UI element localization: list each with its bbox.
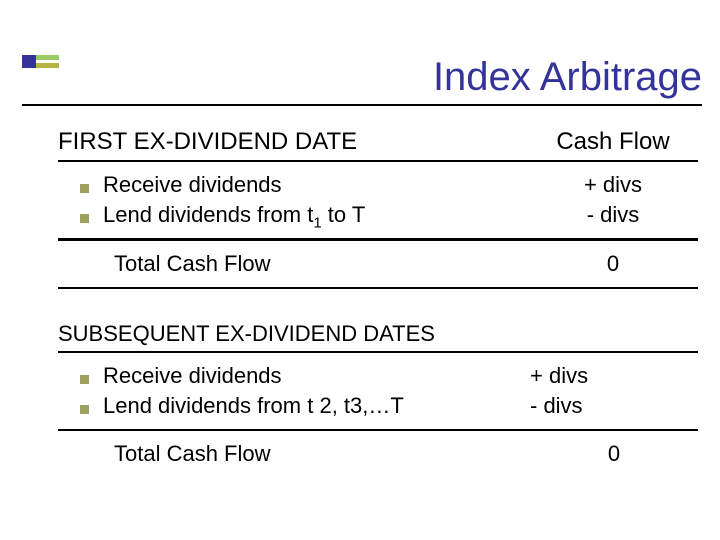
section2-heading: SUBSEQUENT EX-DIVIDEND DATES: [58, 321, 698, 347]
bullet-icon: [80, 214, 89, 223]
section1-row2-label: Lend dividends from t1 to T: [103, 202, 365, 228]
section2-heading-rule: [58, 351, 698, 353]
section2-row2-value: - divs: [528, 393, 698, 419]
section1-row1-value: + divs: [528, 172, 698, 198]
section1-total-label: Total Cash Flow: [114, 251, 528, 277]
title-underline: [22, 104, 702, 106]
section1-total-row: Total Cash Flow 0: [58, 251, 698, 277]
section1-row-1: Receive dividends + divs: [58, 168, 698, 198]
section1-row2-value: - divs: [528, 202, 698, 228]
bullet-icon: [80, 375, 89, 384]
section2: SUBSEQUENT EX-DIVIDEND DATES Receive div…: [58, 321, 698, 467]
bullet-icon: [80, 405, 89, 414]
section1-heading-rule: [58, 160, 698, 162]
section1-total-value: 0: [528, 251, 698, 277]
section2-total-row: Total Cash Flow 0: [58, 441, 698, 467]
section2-row1-label: Receive dividends: [103, 363, 282, 389]
section2-row2-label: Lend dividends from t 2, t3,…T: [103, 393, 404, 419]
section2-rule-above-total: [58, 429, 698, 431]
section1-heading-right: Cash Flow: [528, 128, 698, 156]
section1-heading-row: FIRST EX-DIVIDEND DATE Cash Flow: [58, 128, 698, 156]
section2-total-label: Total Cash Flow: [114, 441, 528, 467]
bullet-icon: [80, 184, 89, 193]
section1-row-2: Lend dividends from t1 to T - divs: [58, 198, 698, 228]
section2-row-1: Receive dividends + divs: [58, 359, 698, 389]
section1-row1-label: Receive dividends: [103, 172, 282, 198]
title-block: Index Arbitrage: [0, 55, 720, 106]
slide-title: Index Arbitrage: [0, 55, 720, 100]
section1-rule-above-total: [58, 238, 698, 241]
section2-row1-value: + divs: [528, 363, 698, 389]
section1-heading-left: FIRST EX-DIVIDEND DATE: [58, 128, 528, 156]
section1-rule-below-total: [58, 287, 698, 289]
section2-total-value: 0: [528, 441, 698, 467]
content-area: FIRST EX-DIVIDEND DATE Cash Flow Receive…: [58, 128, 698, 467]
section2-row-2: Lend dividends from t 2, t3,…T - divs: [58, 389, 698, 419]
